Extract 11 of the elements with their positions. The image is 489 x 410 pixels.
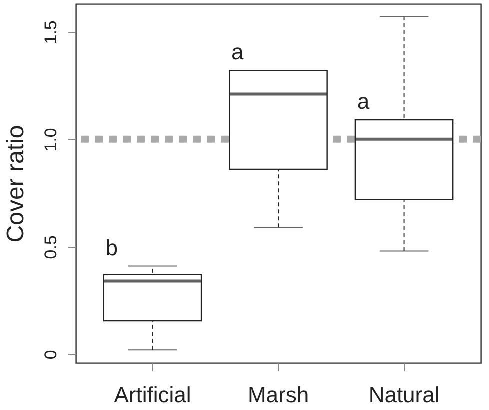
annotation: a xyxy=(357,89,370,114)
x-tick-label: Artificial xyxy=(114,382,192,408)
y-tick-label: 0.5 xyxy=(42,236,60,260)
x-tick-label: Natural xyxy=(368,382,440,408)
y-tick-label: 1.5 xyxy=(42,20,60,44)
x-tick-label: Marsh xyxy=(248,382,310,408)
annotation: a xyxy=(232,40,245,65)
y-tick-label: 0 xyxy=(42,350,60,360)
y-axis-title: Cover ratio xyxy=(2,125,30,243)
annotation: b xyxy=(106,235,118,260)
y-tick-label: 1.0 xyxy=(42,128,60,152)
